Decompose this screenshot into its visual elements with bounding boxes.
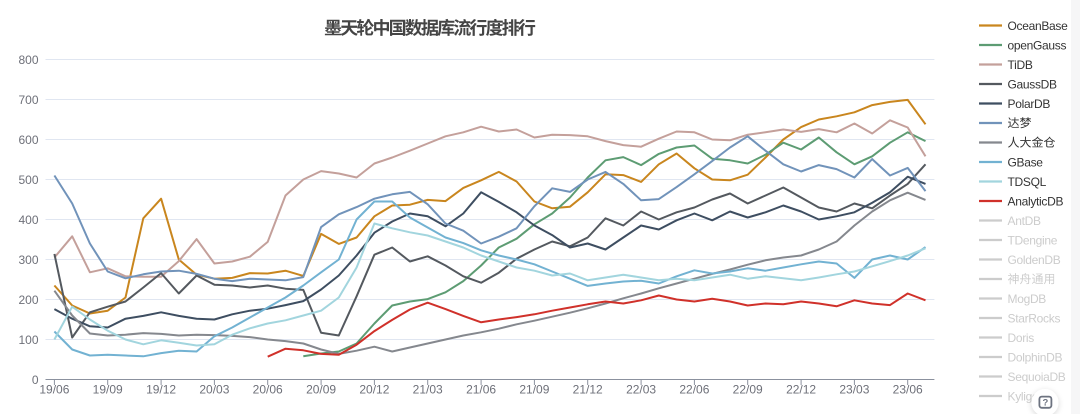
svg-text:300: 300 — [18, 253, 38, 267]
svg-text:TDengine: TDengine — [1008, 234, 1058, 248]
svg-text:21/12: 21/12 — [573, 383, 603, 397]
svg-text:AnalyticDB: AnalyticDB — [1008, 195, 1064, 209]
svg-text:22/03: 22/03 — [626, 383, 656, 397]
svg-text:20/06: 20/06 — [253, 383, 283, 397]
svg-text:GoldenDB: GoldenDB — [1008, 253, 1061, 267]
svg-text:20/12: 20/12 — [359, 383, 389, 397]
svg-text:StarRocks: StarRocks — [1008, 312, 1061, 326]
svg-text:22/12: 22/12 — [786, 383, 816, 397]
svg-text:21/03: 21/03 — [413, 383, 443, 397]
svg-text:Doris: Doris — [1008, 331, 1035, 345]
svg-text:700: 700 — [18, 93, 38, 107]
svg-text:21/06: 21/06 — [466, 383, 496, 397]
svg-text:20/03: 20/03 — [199, 383, 229, 397]
svg-text:600: 600 — [18, 133, 38, 147]
svg-text:19/09: 19/09 — [93, 383, 123, 397]
svg-text:500: 500 — [18, 173, 38, 187]
svg-text:21/09: 21/09 — [519, 383, 549, 397]
svg-text:800: 800 — [18, 53, 38, 67]
svg-text:22/06: 22/06 — [679, 383, 709, 397]
svg-text:0: 0 — [32, 373, 39, 387]
svg-text:AntDB: AntDB — [1008, 214, 1041, 228]
svg-text:PolarDB: PolarDB — [1008, 97, 1051, 111]
svg-text:GBase: GBase — [1008, 156, 1044, 170]
svg-text:?: ? — [1042, 397, 1048, 408]
svg-text:TiDB: TiDB — [1008, 58, 1033, 72]
svg-text:OceanBase: OceanBase — [1008, 19, 1069, 33]
svg-text:19/12: 19/12 — [146, 383, 176, 397]
svg-text:MogDB: MogDB — [1008, 292, 1047, 306]
svg-text:400: 400 — [18, 213, 38, 227]
svg-text:SequoiaDB: SequoiaDB — [1008, 370, 1066, 384]
svg-text:22/09: 22/09 — [733, 383, 763, 397]
svg-text:openGauss: openGauss — [1008, 39, 1067, 53]
svg-text:19/06: 19/06 — [39, 383, 69, 397]
svg-text:GaussDB: GaussDB — [1008, 78, 1058, 92]
svg-text:DolphinDB: DolphinDB — [1008, 351, 1063, 365]
svg-text:TDSQL: TDSQL — [1008, 175, 1047, 189]
svg-text:23/06: 23/06 — [893, 383, 923, 397]
svg-text:100: 100 — [18, 333, 38, 347]
svg-text:20/09: 20/09 — [306, 383, 336, 397]
svg-text:23/03: 23/03 — [839, 383, 869, 397]
svg-text:200: 200 — [18, 293, 38, 307]
